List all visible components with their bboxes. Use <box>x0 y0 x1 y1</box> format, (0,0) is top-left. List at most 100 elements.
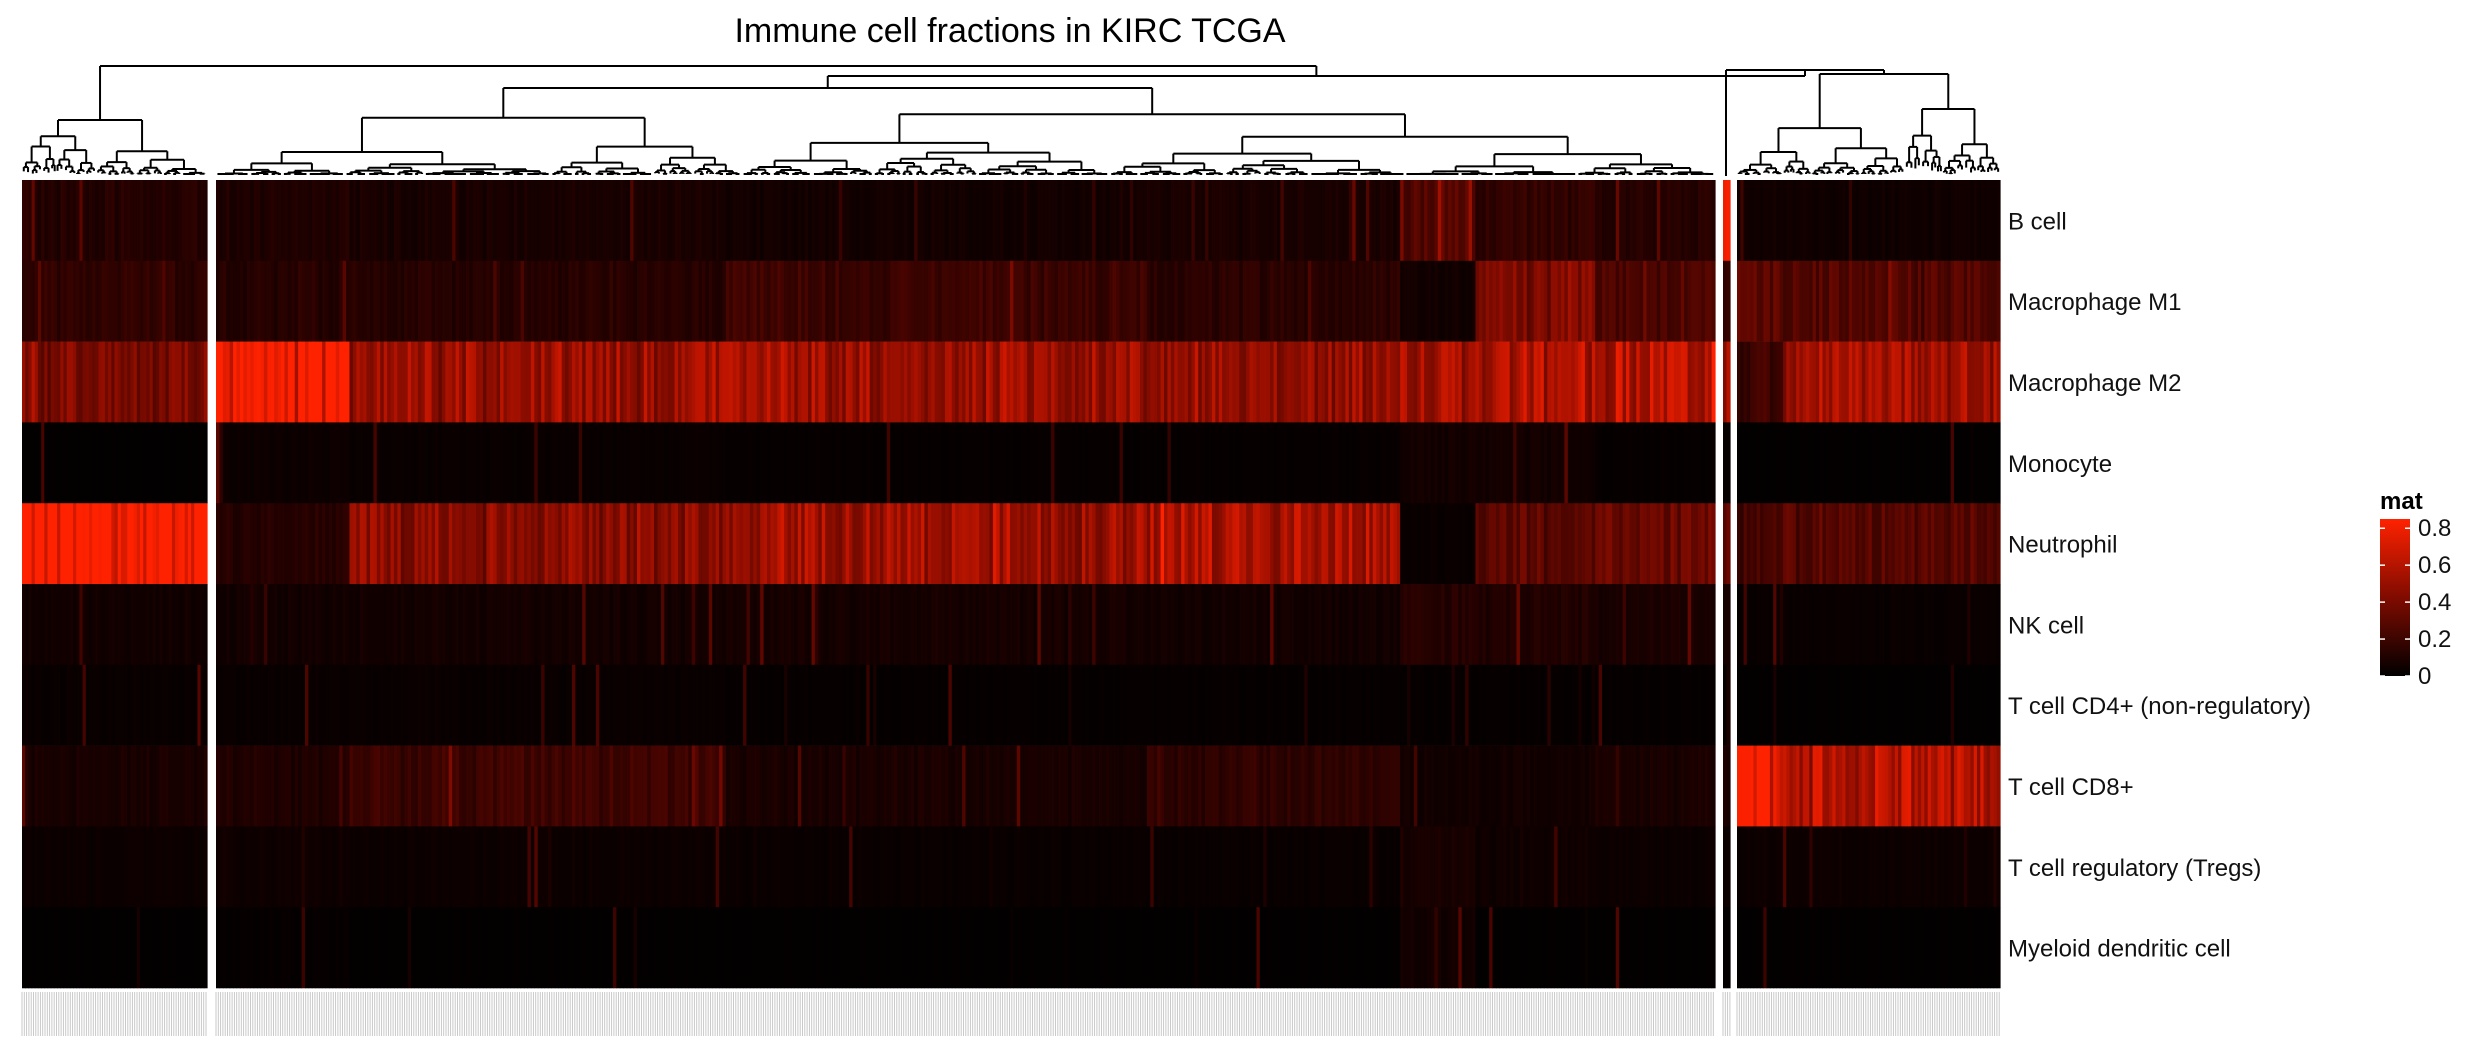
heatmap-cell <box>684 664 689 746</box>
heatmap-cell <box>890 745 895 827</box>
heatmap-cell <box>948 422 953 504</box>
heatmap-cell <box>681 341 686 423</box>
heatmap-cell <box>1581 826 1586 908</box>
heatmap-cell <box>229 503 234 585</box>
heatmap-cell <box>1472 664 1477 746</box>
heatmap-cell <box>1502 422 1507 504</box>
heatmap-cell <box>643 584 648 666</box>
heatmap-cell <box>1465 341 1470 423</box>
heatmap-cell <box>366 907 371 989</box>
heatmap-cell <box>897 341 902 423</box>
heatmap-cell <box>893 341 898 423</box>
heatmap-cell <box>1461 180 1466 262</box>
heatmap-cell <box>1434 422 1439 504</box>
heatmap-cell <box>633 826 638 908</box>
heatmap-cell <box>660 745 665 827</box>
heatmap-cell <box>749 826 754 908</box>
heatmap-cell <box>739 664 744 746</box>
heatmap-cell <box>986 907 991 989</box>
heatmap-cell <box>695 260 700 342</box>
heatmap-cell <box>1030 664 1035 746</box>
heatmap-cell <box>270 260 275 342</box>
heatmap-cell <box>226 180 231 262</box>
heatmap-cell <box>104 584 109 666</box>
heatmap-cell <box>311 180 316 262</box>
heatmap-cell <box>88 664 93 746</box>
heatmap-cell <box>1509 745 1514 827</box>
heatmap-cell <box>968 826 973 908</box>
heatmap-cell <box>1098 664 1103 746</box>
heatmap-cell <box>1680 260 1685 342</box>
heatmap-cell <box>1506 826 1511 908</box>
heatmap-cell <box>1526 422 1531 504</box>
heatmap-cell <box>684 503 689 585</box>
heatmap-cell <box>743 826 748 908</box>
heatmap-cell <box>1061 664 1066 746</box>
heatmap-cell <box>1276 422 1281 504</box>
heatmap-cell <box>1567 745 1572 827</box>
heatmap-cell <box>1653 907 1658 989</box>
heatmap-cell <box>1348 260 1353 342</box>
heatmap-cell <box>469 422 474 504</box>
heatmap-cell <box>681 503 686 585</box>
heatmap-cell <box>1194 180 1199 262</box>
heatmap-cell <box>315 341 320 423</box>
heatmap-cell <box>1578 260 1583 342</box>
heatmap-cell <box>1393 907 1398 989</box>
heatmap-cell <box>63 180 68 262</box>
heatmap-cell <box>869 180 874 262</box>
heatmap-cell <box>250 745 255 827</box>
heatmap-cell <box>1256 745 1261 827</box>
heatmap-cell <box>397 341 402 423</box>
heatmap-cell <box>1673 260 1678 342</box>
heatmap-cell <box>1711 584 1716 666</box>
heatmap-cell <box>999 907 1004 989</box>
heatmap-cell <box>149 907 154 989</box>
heatmap-cell <box>855 422 860 504</box>
heatmap-cell <box>989 907 994 989</box>
heatmap-cell <box>493 584 498 666</box>
heatmap-cell <box>763 584 768 666</box>
heatmap-cell <box>873 584 878 666</box>
heatmap-cell <box>458 745 464 827</box>
heatmap-cell <box>678 584 683 666</box>
heatmap-cell <box>373 260 378 342</box>
heatmap-cell <box>1160 826 1165 908</box>
heatmap-cell <box>575 341 580 423</box>
heatmap-cell <box>493 180 498 262</box>
heatmap-cell <box>1033 422 1038 504</box>
heatmap-cell <box>1092 503 1097 585</box>
heatmap-cell <box>417 907 422 989</box>
heatmap-cell <box>1608 826 1613 908</box>
heatmap-cell <box>513 422 518 504</box>
heatmap-cell <box>1615 826 1620 908</box>
heatmap-cell <box>606 584 611 666</box>
heatmap-cell <box>346 503 351 585</box>
heatmap-cell <box>1215 341 1220 423</box>
heatmap-cell <box>630 826 635 908</box>
heatmap-cell <box>582 260 587 342</box>
heatmap-cell <box>1085 341 1090 423</box>
heatmap-cell <box>1441 584 1446 666</box>
heatmap-cell <box>1338 664 1343 746</box>
heatmap-cell <box>630 907 635 989</box>
heatmap-cell <box>1338 422 1343 504</box>
heatmap-cell <box>424 664 429 746</box>
heatmap-cell <box>1191 422 1196 504</box>
heatmap-cell <box>469 341 474 423</box>
heatmap-cell <box>120 260 125 342</box>
heatmap-cell <box>1003 260 1008 342</box>
heatmap-cell <box>332 664 337 746</box>
heatmap-cell <box>1338 260 1343 342</box>
heatmap-cell <box>25 503 29 585</box>
heatmap-cell <box>924 341 929 423</box>
heatmap-cell <box>171 826 176 908</box>
heatmap-cell <box>298 826 303 908</box>
heatmap-cell <box>729 503 734 585</box>
heatmap-cell <box>191 826 195 908</box>
heatmap-cell <box>968 180 973 262</box>
heatmap-cell <box>619 745 624 827</box>
heatmap-cell <box>688 745 693 827</box>
heatmap-cell <box>1434 745 1439 827</box>
heatmap-cell <box>1636 664 1641 746</box>
